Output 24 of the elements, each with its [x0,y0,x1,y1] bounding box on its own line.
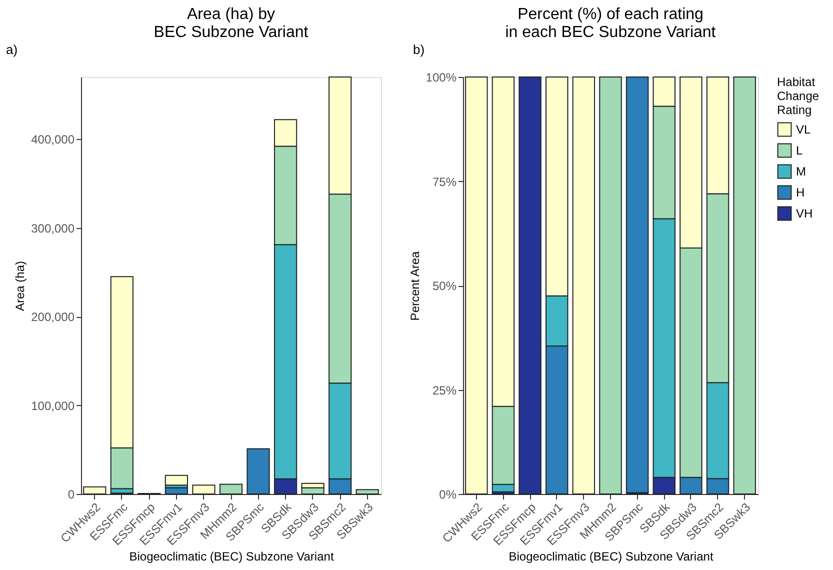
y-tick-label: 100% [426,70,457,84]
y-axis-title: Percent Area [408,250,422,321]
chart-title: Area (ha) by BEC Subzone Variant [154,6,309,41]
text: a) [6,42,18,57]
y-tick-label: 25% [432,383,457,398]
legend-title: Habitat Change Rating [777,75,820,117]
chart-title: Percent (%) of each rating in each BEC Subzone Variant [505,6,716,41]
legend-label: H [796,186,805,200]
y-tick-label: 400,000 [31,132,75,147]
y-tick-label: 50% [432,279,457,293]
y-tick-label: 300,000 [31,221,75,236]
legend-label: L [796,144,803,158]
x-axis-title: Biogeoclimatic (BEC) Subzone Variant [508,549,714,564]
y-axis-title: Area (ha) [13,260,28,312]
text: b) [413,42,425,57]
legend-label: VH [796,206,813,220]
y-tick-label: 0% [439,488,457,502]
y-tick-label: 200,000 [31,310,75,324]
legend-label: VL [796,122,812,136]
y-tick-label: 100,000 [31,398,75,413]
legend-label: M [796,164,806,178]
x-axis-title: Biogeoclimatic (BEC) Subzone Variant [129,549,334,564]
y-tick-label: 75% [432,174,457,189]
y-tick-label: 0 [68,488,75,502]
